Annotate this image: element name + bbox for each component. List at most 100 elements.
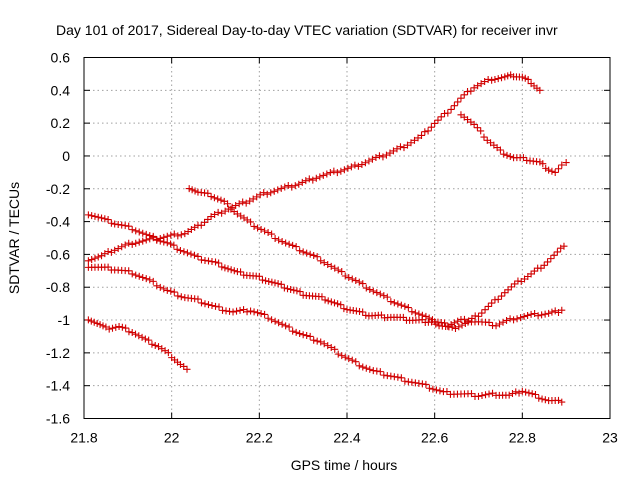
data-point-marker xyxy=(232,201,240,209)
data-point-marker xyxy=(167,231,175,239)
data-point-marker xyxy=(139,273,147,281)
data-point-marker xyxy=(499,318,507,326)
data-point-marker xyxy=(503,316,511,324)
data-point-marker xyxy=(221,264,229,272)
data-point-marker xyxy=(310,251,318,259)
data-point-marker xyxy=(160,285,168,293)
data-point-marker xyxy=(551,307,559,315)
data-point-marker xyxy=(331,345,339,353)
data-point-marker xyxy=(94,213,102,221)
data-point-marker xyxy=(271,234,279,242)
data-point-marker xyxy=(519,154,527,162)
data-point-marker xyxy=(281,183,289,191)
data-point-marker xyxy=(337,167,345,175)
data-point-marker xyxy=(201,300,209,308)
data-point-marker xyxy=(396,143,404,151)
data-point-marker xyxy=(496,320,504,328)
data-point-marker xyxy=(480,133,488,141)
data-point-marker xyxy=(494,75,502,83)
data-point-marker xyxy=(191,187,199,195)
y-tick-label: -0.8 xyxy=(46,279,70,295)
data-point-marker xyxy=(94,253,102,261)
data-point-marker xyxy=(264,314,272,322)
data-point-marker xyxy=(84,316,92,324)
data-point-marker xyxy=(522,388,530,396)
data-point-marker xyxy=(296,288,304,296)
data-point-marker xyxy=(312,174,320,182)
data-point-marker xyxy=(477,127,485,135)
data-point-marker xyxy=(93,319,101,327)
y-tick-label: 0.6 xyxy=(51,50,71,66)
data-point-marker xyxy=(280,284,288,292)
data-point-marker xyxy=(306,332,314,340)
data-point-marker xyxy=(460,315,468,323)
x-tick-label: 22.2 xyxy=(246,430,273,446)
data-point-marker xyxy=(558,306,566,314)
data-point-marker xyxy=(538,395,546,403)
data-point-marker xyxy=(520,313,528,321)
data-point-marker xyxy=(512,388,520,396)
data-point-marker xyxy=(530,267,538,275)
data-point-marker xyxy=(355,362,363,370)
data-point-marker xyxy=(316,173,324,181)
data-point-marker xyxy=(118,323,126,331)
data-point-marker xyxy=(247,218,255,226)
data-point-marker xyxy=(153,236,161,244)
data-point-marker xyxy=(255,272,263,280)
series-sat-b xyxy=(84,211,566,330)
data-point-marker xyxy=(263,190,271,198)
data-point-marker xyxy=(341,353,349,361)
data-point-marker xyxy=(536,158,544,166)
data-point-marker xyxy=(345,355,353,363)
y-tick-label: -0.2 xyxy=(46,181,70,197)
data-point-marker xyxy=(122,324,130,332)
data-point-marker xyxy=(214,195,222,203)
data-point-marker xyxy=(303,249,311,257)
data-point-marker xyxy=(450,319,458,327)
y-tick-label: -1 xyxy=(58,312,71,328)
data-point-marker xyxy=(538,311,546,319)
data-point-marker xyxy=(330,167,338,175)
data-point-marker xyxy=(96,321,104,329)
data-point-marker xyxy=(334,266,342,274)
data-point-marker xyxy=(428,316,436,324)
data-point-marker xyxy=(536,86,544,94)
data-point-marker xyxy=(528,390,536,398)
data-point-marker xyxy=(290,286,298,294)
data-point-marker xyxy=(163,286,171,294)
data-point-marker xyxy=(310,336,318,344)
data-point-marker xyxy=(265,277,273,285)
y-tick-label: 0 xyxy=(62,148,70,164)
data-point-marker xyxy=(560,242,568,250)
data-point-marker xyxy=(359,308,367,316)
data-point-marker xyxy=(173,245,181,253)
data-point-marker xyxy=(132,330,140,338)
data-point-marker xyxy=(504,286,512,294)
data-point-marker xyxy=(454,317,462,325)
data-point-marker xyxy=(139,237,147,245)
data-point-marker xyxy=(351,161,359,169)
data-point-marker xyxy=(233,307,241,315)
data-point-marker xyxy=(262,277,270,285)
data-point-marker xyxy=(149,277,157,285)
data-point-marker xyxy=(505,391,513,399)
data-point-marker xyxy=(362,284,370,292)
data-point-marker xyxy=(104,248,112,256)
data-point-marker xyxy=(432,386,440,394)
data-point-marker xyxy=(404,304,412,312)
data-point-marker xyxy=(197,221,205,229)
chart-title: Day 101 of 2017, Sidereal Day-to-day VTE… xyxy=(56,22,558,38)
y-tick-label: -0.4 xyxy=(46,214,70,230)
data-point-marker xyxy=(524,311,532,319)
data-point-marker xyxy=(132,271,140,279)
data-point-marker xyxy=(484,302,492,310)
data-point-marker xyxy=(352,358,360,366)
data-point-marker xyxy=(204,215,212,223)
data-point-marker xyxy=(264,229,272,237)
data-point-marker xyxy=(207,213,215,221)
data-point-marker xyxy=(257,225,265,233)
data-point-marker xyxy=(539,160,547,168)
data-point-marker xyxy=(246,197,254,205)
data-point-marker xyxy=(365,157,373,165)
data-point-marker xyxy=(183,249,191,257)
